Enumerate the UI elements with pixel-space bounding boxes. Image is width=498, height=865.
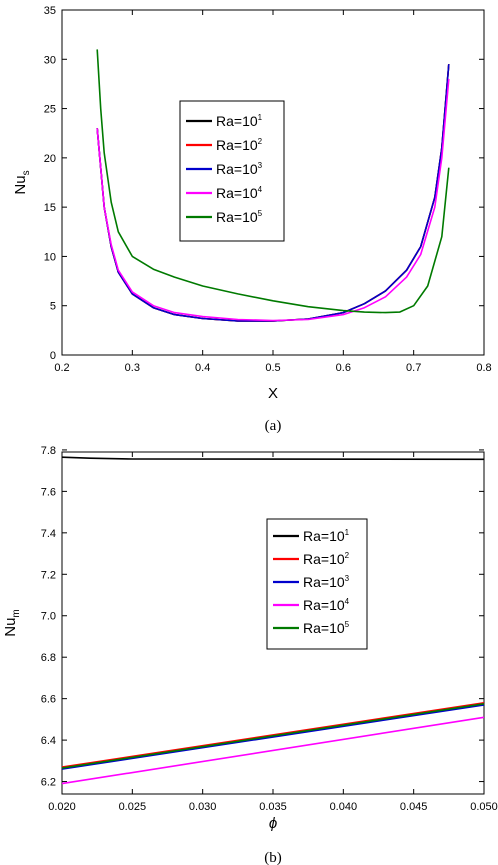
legend-label-superscript: 4	[345, 597, 350, 606]
y-tick-label: 15	[44, 202, 56, 214]
series-line-ra-4	[61, 716, 485, 785]
y-tick-label: 7.2	[41, 569, 56, 581]
x-tick-label: 0.2	[54, 362, 69, 374]
y-tick-label: 6.8	[41, 652, 56, 664]
x-axis-label: ϕ	[269, 815, 277, 832]
legend-label-ra-2: Ra=102	[303, 551, 350, 567]
x-tick-label: 0.7	[406, 362, 421, 374]
legend-label-text: Ra=10	[303, 574, 345, 590]
y-tick-label: 0	[50, 350, 56, 362]
y-tick-label: 6.6	[41, 694, 56, 706]
x-tick-label: 0.6	[336, 362, 351, 374]
x-tick-label: 0.3	[125, 362, 140, 374]
chart-panel-a: 0.2 0.3 0.4 0.5 0.6 0.7 0.805101520253035XNusR…	[12, 5, 492, 434]
legend-label-superscript: 3	[258, 161, 263, 170]
series-line-ra-5	[96, 49, 450, 314]
legend-label-ra-3: Ra=103	[303, 574, 350, 590]
legend-label-ra-1: Ra=101	[303, 528, 350, 544]
x-tick-label: 0.020	[48, 801, 76, 813]
legend-label-ra-4: Ra=104	[303, 597, 350, 613]
x-tick-label: 0.045	[400, 801, 428, 813]
legend-label-ra-4: Ra=104	[216, 185, 263, 201]
y-axis-label-subscript: s	[21, 170, 32, 175]
y-tick-label: 5	[50, 301, 56, 313]
y-tick-label: 7.8	[41, 445, 56, 457]
y-tick-label: 30	[44, 54, 56, 66]
y-axis-label: Nus	[12, 170, 32, 194]
y-tick-label: 25	[44, 104, 56, 116]
legend-label-superscript: 1	[345, 528, 350, 537]
legend-label-text: Ra=10	[216, 209, 258, 225]
legend-label-ra-2: Ra=102	[216, 137, 263, 153]
legend-label-ra-5: Ra=105	[303, 620, 350, 636]
legend-label-ra-3: Ra=103	[216, 161, 263, 177]
series-line-ra-4	[96, 78, 450, 322]
y-tick-label: 7.0	[41, 611, 56, 623]
y-axis-label-main: Nu	[2, 618, 19, 637]
legend-label-text: Ra=10	[303, 551, 345, 567]
legend-label-text: Ra=10	[303, 620, 345, 636]
y-axis-label-main: Nu	[12, 175, 29, 194]
y-tick-label: 6.4	[41, 735, 56, 747]
x-tick-label: 0.4	[195, 362, 210, 374]
legend-label-text: Ra=10	[216, 113, 258, 129]
chart-panel-b: 0.020 0.025 0.030 0.035 0.040 0.045 0.050 6.2 6.…	[2, 445, 498, 865]
x-tick-label: 0.5	[265, 362, 280, 374]
x-axis-label: X	[268, 385, 278, 402]
legend-label-superscript: 3	[345, 574, 350, 583]
legend-label-text: Ra=10	[216, 161, 258, 177]
legend-label-text: Ra=10	[216, 185, 258, 201]
x-tick-label: 0.8	[476, 362, 491, 374]
legend-label-text: Ra=10	[216, 137, 258, 153]
y-tick-label: 35	[44, 5, 56, 17]
y-tick-label: 7.6	[41, 486, 56, 498]
x-tick-label: 0.030	[189, 801, 217, 813]
x-tick-label: 0.035	[259, 801, 287, 813]
y-axis-label: Num	[2, 609, 22, 637]
legend-label-text: Ra=10	[303, 597, 345, 613]
legend-label-ra-1: Ra=101	[216, 113, 263, 129]
y-tick-label: 7.4	[41, 528, 56, 540]
y-tick-label: 6.2	[41, 777, 56, 789]
legend-label-text: Ra=10	[303, 528, 345, 544]
x-tick-label: 0.040	[330, 801, 358, 813]
legend-label-superscript: 5	[345, 620, 350, 629]
series-line-ra-5	[61, 703, 485, 769]
legend-label-superscript: 2	[258, 137, 263, 146]
y-axis-label-subscript: m	[11, 609, 22, 617]
series-line-ra-3	[61, 704, 485, 770]
x-tick-label: 0.050	[470, 801, 498, 813]
series-line-ra-1	[61, 456, 485, 461]
series-line-ra-2	[61, 702, 485, 768]
legend-label-superscript: 1	[258, 113, 263, 122]
legend-label-superscript: 5	[258, 209, 263, 218]
legend-label-ra-5: Ra=105	[216, 209, 263, 225]
x-tick-label: 0.025	[119, 801, 147, 813]
panel-caption: (b)	[264, 850, 282, 865]
y-tick-label: 10	[44, 251, 56, 263]
panel-caption: (a)	[265, 418, 282, 434]
legend-label-superscript: 4	[258, 185, 263, 194]
legend-label-superscript: 2	[345, 551, 350, 560]
y-tick-label: 20	[44, 153, 56, 165]
